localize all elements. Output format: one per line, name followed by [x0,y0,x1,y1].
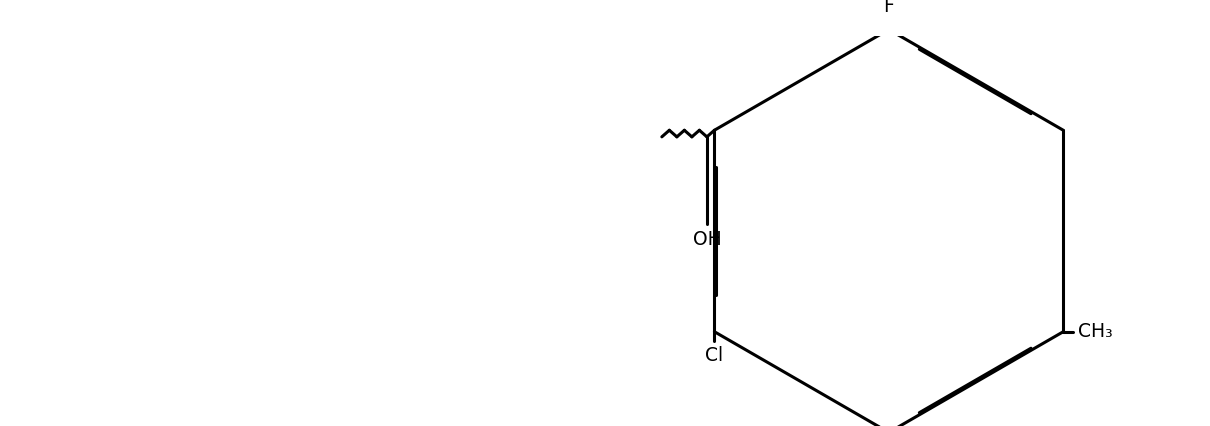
Text: CH₃: CH₃ [1078,322,1113,341]
Text: F: F [883,0,894,16]
Text: Cl: Cl [705,346,724,365]
Text: OH: OH [692,230,721,249]
